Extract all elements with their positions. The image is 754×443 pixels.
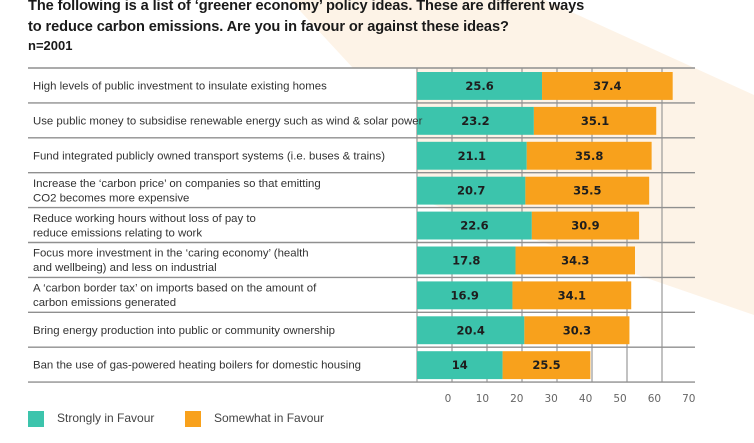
bar-somewhat-in-favour: [525, 176, 650, 205]
bar-strongly-in-favour: [417, 351, 503, 380]
x-tick-label: 70: [682, 393, 695, 405]
chart-title: The following is a list of ‘greener econ…: [28, 0, 628, 38]
category-label: High levels of public investment to insu…: [33, 80, 327, 92]
category-label: and wellbeing) and less on industrial: [33, 262, 217, 274]
category-label: Focus more investment in the ‘caring eco…: [33, 248, 309, 260]
sample-size-label: n=2001: [28, 38, 73, 53]
legend-swatch-strongly: [28, 411, 44, 427]
chart-title-line-2: to reduce carbon emissions. Are you in f…: [28, 19, 509, 35]
legend-label-somewhat: Somewhat in Favour: [214, 411, 325, 425]
bars: 25.6 37.4 23.2 35.1 21.1 35.8 20.7 35.5 22.6 30.9…: [417, 72, 673, 380]
data-label-strongly: 20.4: [456, 323, 484, 337]
bar-somewhat-in-favour: [515, 246, 635, 275]
legend-label-strongly: Strongly in Favour: [57, 411, 155, 425]
bar-strongly-in-favour: [417, 141, 527, 170]
data-label-somewhat: 30.9: [571, 219, 599, 233]
bar-strongly-in-favour: [417, 176, 526, 205]
x-tick-label: 60: [648, 393, 661, 405]
category-label: Reduce working hours without loss of pay…: [33, 213, 256, 225]
data-label-somewhat: 34.1: [558, 288, 586, 302]
category-label: CO2 becomes more expensive: [33, 192, 189, 204]
bar-strongly-in-favour: [417, 211, 532, 240]
data-label-somewhat: 30.3: [563, 323, 591, 337]
data-label-strongly: 20.7: [457, 184, 485, 198]
bar-somewhat-in-favour: [502, 351, 591, 380]
x-tick-label: 40: [579, 393, 592, 405]
category-label: carbon emissions generated: [33, 297, 176, 309]
data-label-somewhat: 25.5: [532, 358, 560, 372]
data-label-somewhat: 37.4: [593, 79, 621, 93]
data-label-somewhat: 35.5: [573, 184, 601, 198]
row-labels: High levels of public investment to insu…: [33, 80, 423, 371]
x-axis-ticks: 0 10 20 30 40 50 60 70: [445, 393, 696, 405]
bar-strongly-in-favour: [417, 316, 525, 345]
data-label-somewhat: 35.1: [581, 114, 609, 128]
data-label-strongly: 25.6: [465, 79, 493, 93]
x-tick-label: 30: [545, 393, 558, 405]
x-tick-label: 50: [613, 393, 626, 405]
bar-somewhat-in-favour: [542, 72, 673, 100]
x-tick-label: 0: [445, 393, 452, 405]
data-label-strongly: 14: [452, 358, 468, 372]
bar-strongly-in-favour: [417, 246, 516, 275]
chart-title-line-1: The following is a list of ‘greener econ…: [28, 0, 585, 14]
bar-strongly-in-favour: [417, 106, 534, 135]
label-column-bg: [28, 68, 416, 383]
data-label-strongly: 21.1: [458, 149, 486, 163]
category-label: Fund integrated publicly owned transport…: [33, 150, 385, 162]
data-label-strongly: 17.8: [452, 253, 480, 267]
category-label: Use public money to subsidise renewable …: [33, 115, 423, 127]
bar-somewhat-in-favour: [531, 211, 640, 240]
label-column-background: [28, 68, 416, 383]
category-label: Bring energy production into public or c…: [33, 325, 335, 337]
category-label: Ban the use of gas-powered heating boile…: [33, 360, 361, 372]
bar-strongly-in-favour: [417, 72, 543, 100]
x-tick-label: 20: [510, 393, 523, 405]
legend-swatch-somewhat: [185, 411, 201, 427]
category-label: A ‘carbon border tax’ on imports based o…: [33, 283, 317, 295]
bar-somewhat-in-favour: [526, 141, 652, 170]
x-tick-label: 10: [476, 393, 489, 405]
bar-strongly-in-favour: [417, 281, 513, 310]
bar-somewhat-in-favour: [524, 316, 630, 345]
data-label-somewhat: 35.8: [575, 149, 603, 163]
bar-somewhat-in-favour: [533, 106, 657, 135]
category-label: Increase the ‘carbon price’ on companies…: [33, 178, 321, 190]
data-label-strongly: 22.6: [460, 219, 488, 233]
data-label-strongly: 23.2: [461, 114, 489, 128]
category-label: reduce emissions relating to work: [33, 227, 202, 239]
bar-somewhat-in-favour: [512, 281, 632, 310]
data-label-strongly: 16.9: [451, 288, 479, 302]
data-label-somewhat: 34.3: [561, 253, 589, 267]
